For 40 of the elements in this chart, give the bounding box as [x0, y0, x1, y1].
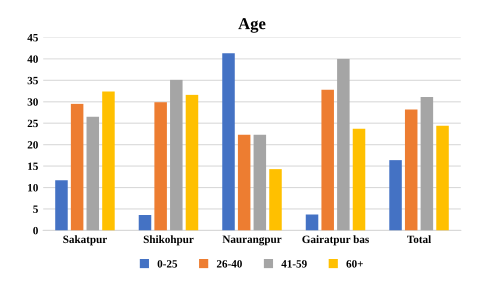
chart-title: Age — [238, 18, 266, 33]
legend-label: 41-59 — [281, 260, 307, 268]
bar — [404, 109, 418, 230]
x-tick-label: Sakatpur — [63, 235, 107, 246]
bar — [238, 134, 250, 230]
bar — [436, 126, 449, 230]
x-tick-label: Shikohpur — [144, 235, 194, 246]
y-tick-label: 40 — [27, 55, 38, 63]
bar — [55, 180, 68, 230]
legend-label: 60+ — [346, 260, 363, 268]
y-tick-label: 15 — [28, 162, 38, 170]
bar — [389, 160, 402, 230]
y-tick-label: 0 — [33, 226, 38, 234]
y-tick-label: 20 — [28, 141, 38, 149]
bar — [138, 214, 152, 230]
bar — [269, 169, 282, 230]
bar — [102, 91, 115, 230]
bar — [222, 53, 235, 230]
legend-label: 26-40 — [216, 260, 242, 268]
bar — [306, 214, 318, 230]
bar — [70, 104, 84, 230]
bar — [86, 116, 100, 230]
bar — [170, 80, 183, 230]
legend-label: 0-25 — [158, 260, 178, 268]
bar — [352, 128, 366, 230]
y-tick-label: 35 — [28, 76, 38, 84]
y-tick-label: 30 — [28, 98, 38, 106]
bar — [337, 58, 350, 230]
x-tick-label: Total — [407, 235, 431, 244]
bar — [186, 94, 198, 230]
x-tick-label: Naurangpur — [222, 236, 282, 246]
y-tick-label: 25 — [28, 120, 38, 128]
bar — [420, 97, 434, 230]
bar — [254, 134, 266, 230]
bar — [154, 102, 167, 230]
x-tick-label: Gairatpur bas — [302, 235, 369, 246]
bar — [321, 90, 334, 230]
y-tick-label: 5 — [33, 206, 38, 213]
y-tick-label: 45 — [27, 34, 38, 42]
y-tick-label: 10 — [28, 184, 38, 192]
